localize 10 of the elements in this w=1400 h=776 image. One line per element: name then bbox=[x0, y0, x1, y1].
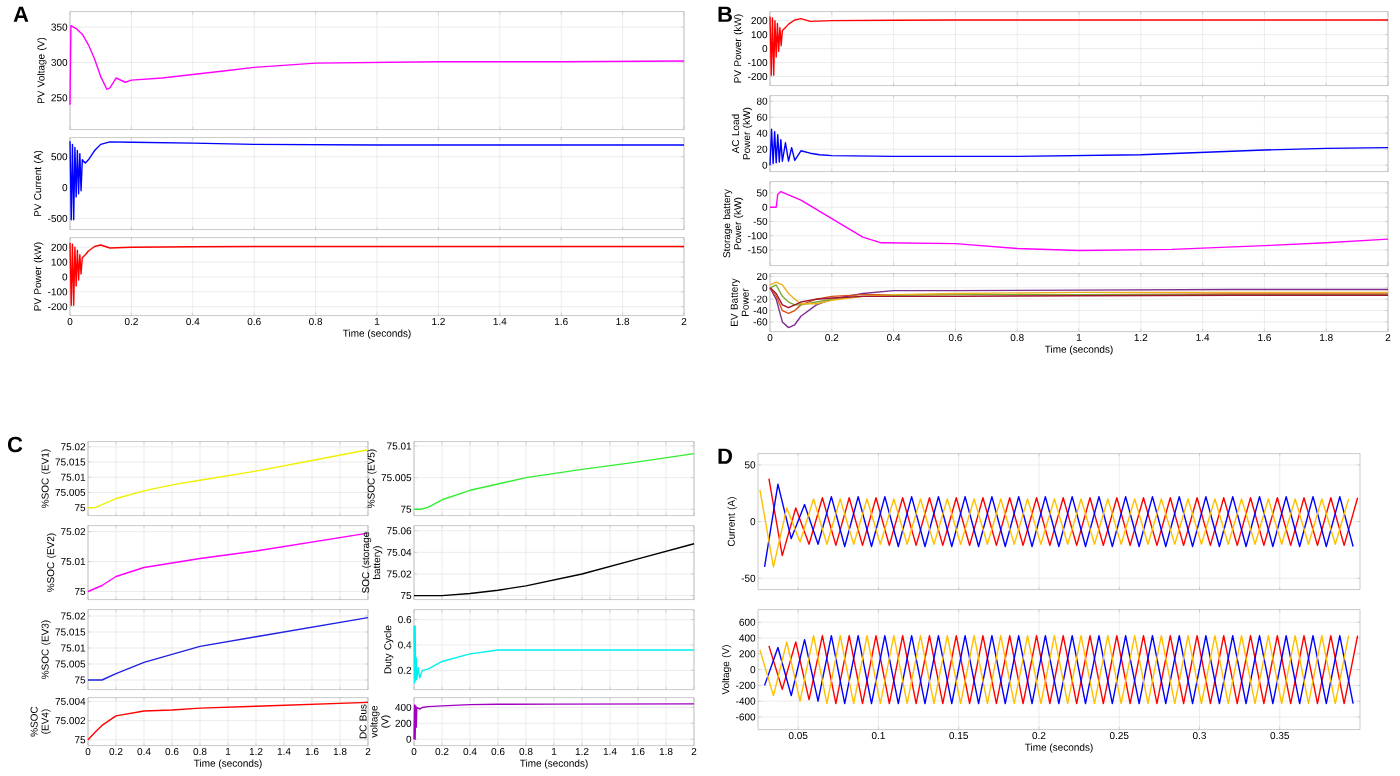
line-series bbox=[413, 703, 695, 741]
line-series bbox=[769, 287, 1389, 329]
line-series bbox=[413, 453, 695, 511]
chart-title: A bbox=[13, 6, 29, 22]
chart-title: D bbox=[718, 448, 733, 464]
line-series bbox=[87, 449, 369, 509]
chart-title: B bbox=[718, 6, 732, 22]
chart-title: C bbox=[7, 436, 23, 453]
line-series bbox=[69, 140, 685, 221]
line-series bbox=[768, 478, 1359, 557]
